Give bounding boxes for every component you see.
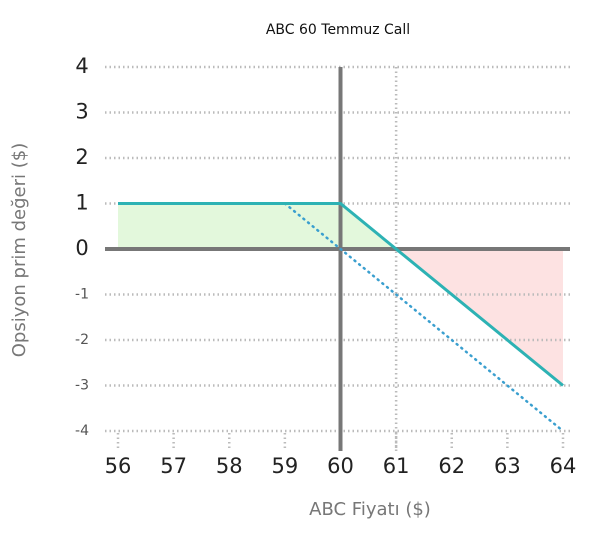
loss-area xyxy=(118,249,563,386)
x-tick-label: 61 xyxy=(383,454,410,478)
y-axis-label: Opsiyon prim değeri ($) xyxy=(9,143,30,357)
x-tick-label: 63 xyxy=(494,454,521,478)
y-tick-label: 0 xyxy=(75,236,88,260)
x-axis-label: ABC Fiyatı ($) xyxy=(309,499,431,520)
x-tick-label: 56 xyxy=(105,454,132,478)
series-line xyxy=(118,202,564,387)
series-line xyxy=(283,202,565,433)
chart-title: ABC 60 Temmuz Call xyxy=(266,22,410,38)
y-tick-label: -2 xyxy=(75,332,89,348)
y-tick-label: 4 xyxy=(75,54,88,78)
x-tick-label: 60 xyxy=(327,454,354,478)
x-tick-label: 64 xyxy=(550,454,577,478)
y-tick-label: -1 xyxy=(75,287,89,303)
y-tick-label: -4 xyxy=(75,423,89,439)
x-tick-label: 62 xyxy=(438,454,465,478)
y-tick-label: 1 xyxy=(75,191,88,215)
x-tick-label: 58 xyxy=(216,454,243,478)
y-tick-label: 3 xyxy=(75,100,88,124)
y-tick-label: 2 xyxy=(75,145,88,169)
x-tick-label: 59 xyxy=(272,454,299,478)
y-tick-label: -3 xyxy=(75,378,89,394)
x-tick-label: 57 xyxy=(160,454,187,478)
